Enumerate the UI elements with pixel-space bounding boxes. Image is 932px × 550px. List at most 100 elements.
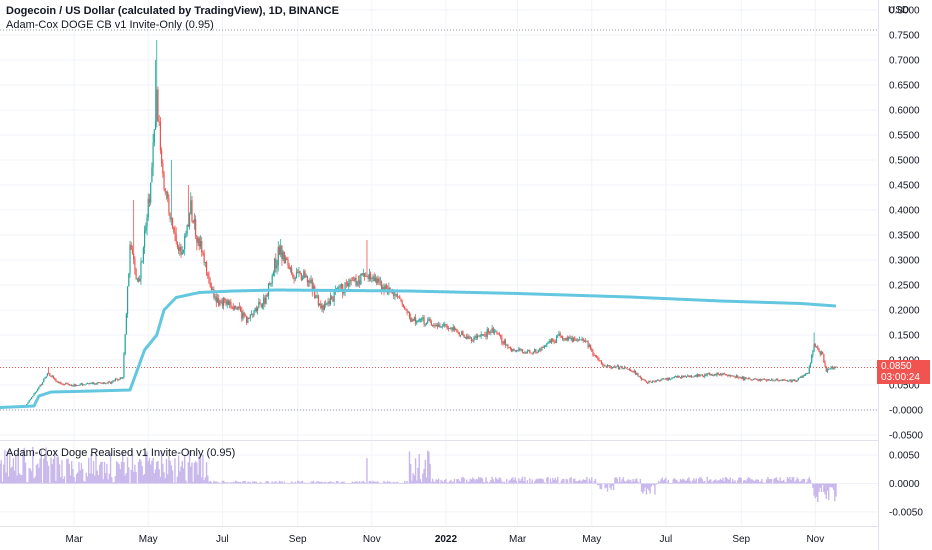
candle-body <box>154 121 157 130</box>
candle-body <box>242 312 244 319</box>
candle-body <box>326 303 328 305</box>
histogram-bar <box>77 472 79 484</box>
candle-body <box>107 381 109 384</box>
candle-body <box>95 383 97 385</box>
candle-body <box>736 375 739 378</box>
histogram-bar <box>564 482 566 484</box>
histogram-bar <box>114 476 117 484</box>
candle-body <box>797 377 799 381</box>
candle-body <box>670 378 672 380</box>
y-tick-label: -0.0500 <box>889 431 923 442</box>
histogram-bar <box>628 480 631 484</box>
histogram-bar <box>265 481 267 484</box>
sub-price-axis[interactable]: 0.0050 0.0000 -0.0050 <box>889 451 923 519</box>
candle-body <box>58 382 61 384</box>
histogram-bar <box>16 475 18 484</box>
histogram-bar <box>84 481 86 484</box>
histogram-bar <box>600 483 603 490</box>
histogram-bar <box>388 482 390 484</box>
time-axis[interactable]: Mar May Jul Sep Nov 2022 Mar May Jul Sep Nov <box>66 534 825 545</box>
candle-body <box>448 328 451 329</box>
histogram-bar <box>498 477 501 484</box>
histogram-bar <box>665 477 667 484</box>
histogram-bar <box>619 476 621 484</box>
histogram-bar <box>764 482 767 484</box>
histogram-bar <box>288 483 290 484</box>
histogram-bar <box>445 478 447 484</box>
histogram-bar <box>733 481 735 484</box>
candle-body <box>382 287 384 291</box>
histogram-bar <box>802 478 804 484</box>
candle-body <box>89 383 91 385</box>
candle-body <box>213 289 215 298</box>
y-tick-label: -0.0000 <box>889 406 923 417</box>
candle-body <box>466 337 468 339</box>
indicator-main-label[interactable]: Adam-Cox DOGE CB v1 Invite-Only (0.95) <box>6 19 214 31</box>
candle-body <box>774 379 776 381</box>
bar-countdown: 03:00:24 <box>881 372 920 383</box>
price-axis[interactable]: 0.8000 0.7500 0.7000 0.6500 0.6000 0.5500 0.50… <box>889 6 923 442</box>
candle-body <box>620 366 622 368</box>
candle-body <box>286 258 288 260</box>
candle-body <box>371 278 373 279</box>
candle-body <box>67 383 69 385</box>
candle-body <box>298 271 300 273</box>
candle-body <box>585 340 587 342</box>
histogram-bar <box>830 483 832 488</box>
histogram-bar <box>273 481 276 484</box>
histogram-bar <box>554 477 557 484</box>
histogram-bar <box>115 461 118 484</box>
candle-body <box>764 379 767 381</box>
histogram-bar <box>593 480 595 484</box>
histogram-bar <box>490 479 492 484</box>
histogram-bar <box>269 483 271 484</box>
candle-body <box>795 380 797 382</box>
histogram-bar <box>337 481 339 484</box>
histogram-bar <box>374 481 377 484</box>
histogram-bar <box>552 477 554 484</box>
candle-body <box>682 375 684 377</box>
histogram-bar <box>599 483 601 490</box>
candle-body <box>312 286 315 291</box>
candle-body <box>453 326 456 330</box>
candle-body <box>163 173 165 189</box>
histogram-bar <box>399 483 401 484</box>
y-tick-label: 0.4500 <box>889 181 920 192</box>
candle-body <box>363 273 366 277</box>
candle-body <box>289 267 292 270</box>
indicator-sub-label[interactable]: Adam-Cox Doge Realised v1 Invite-Only (0… <box>6 447 236 459</box>
candle-body <box>444 324 446 326</box>
candle-body <box>405 308 407 310</box>
chart-title[interactable]: Dogecoin / US Dollar (calculated by Trad… <box>6 5 339 17</box>
candle-body <box>116 378 118 380</box>
candle-body <box>52 375 55 379</box>
histogram-bar <box>535 479 537 484</box>
candle-body <box>264 297 266 304</box>
histogram-bar <box>238 482 241 484</box>
histogram-bar <box>691 480 694 484</box>
histogram-bar <box>267 481 270 484</box>
candle-body <box>79 383 81 386</box>
histogram-bar <box>326 483 328 484</box>
candle-body <box>734 377 736 378</box>
histogram-bar <box>672 479 674 484</box>
histogram-bar <box>659 482 661 484</box>
candle-body <box>811 354 813 363</box>
candle-body <box>576 339 578 341</box>
candle-body <box>650 381 652 383</box>
histogram-bar <box>152 457 154 484</box>
candle-body <box>713 374 716 376</box>
candle-body <box>394 294 396 296</box>
candle-body <box>86 383 89 385</box>
histogram-bar <box>819 483 821 488</box>
histogram-bar <box>179 471 181 484</box>
candle-body <box>728 374 730 376</box>
histogram-bar <box>410 463 412 484</box>
candle-body <box>139 278 141 282</box>
histogram-bar <box>68 463 70 484</box>
candle-body <box>32 395 34 398</box>
histogram-bar <box>480 477 482 484</box>
histogram-bar <box>546 477 548 484</box>
histogram-bar <box>305 483 307 484</box>
